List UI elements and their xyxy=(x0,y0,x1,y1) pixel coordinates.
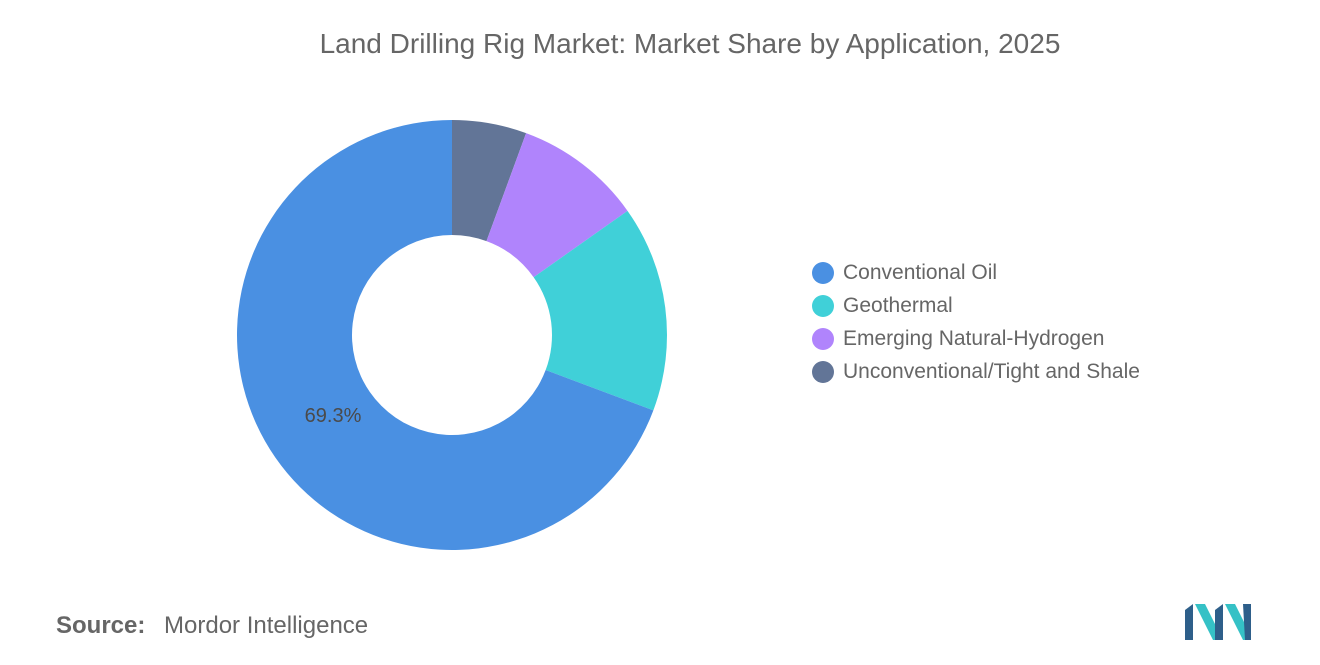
source-label: Source: xyxy=(56,612,146,639)
mordor-intelligence-logo-icon xyxy=(1185,604,1251,640)
legend-item[interactable]: Geothermal xyxy=(812,289,1140,322)
legend-swatch-icon xyxy=(812,261,834,284)
legend-label: Unconventional/Tight and Shale xyxy=(843,359,1140,383)
donut-slice-unconventional-tight-and-shale[interactable] xyxy=(452,120,527,242)
chart-legend: Conventional Oil Geothermal Emerging Natur… xyxy=(812,256,1140,388)
legend-item[interactable]: Conventional Oil xyxy=(812,256,1140,289)
legend-item[interactable]: Emerging Natural-Hydrogen xyxy=(812,322,1140,355)
donut-slice-conventional-oil[interactable] xyxy=(236,120,654,550)
legend-swatch-icon xyxy=(812,327,834,350)
data-label-conventional-oil: 69.3% xyxy=(305,405,362,427)
legend-label: Conventional Oil xyxy=(843,260,998,284)
donut-chart: 69.3% xyxy=(236,120,667,550)
legend-item[interactable]: Unconventional/Tight and Shale xyxy=(812,355,1140,388)
legend-label: Emerging Natural-Hydrogen xyxy=(843,326,1105,350)
legend-swatch-icon xyxy=(812,360,834,383)
legend-label: Geothermal xyxy=(843,293,953,317)
chart-title: Land Drilling Rig Market: Market Share b… xyxy=(319,28,1061,59)
source-value: Mordor Intelligence xyxy=(164,612,369,639)
legend-swatch-icon xyxy=(812,294,834,317)
donut-slice-geothermal[interactable] xyxy=(533,210,667,411)
donut-slice-emerging-natural-hydrogen[interactable] xyxy=(486,133,628,278)
source-line: Source: Mordor Intelligence xyxy=(56,612,368,640)
